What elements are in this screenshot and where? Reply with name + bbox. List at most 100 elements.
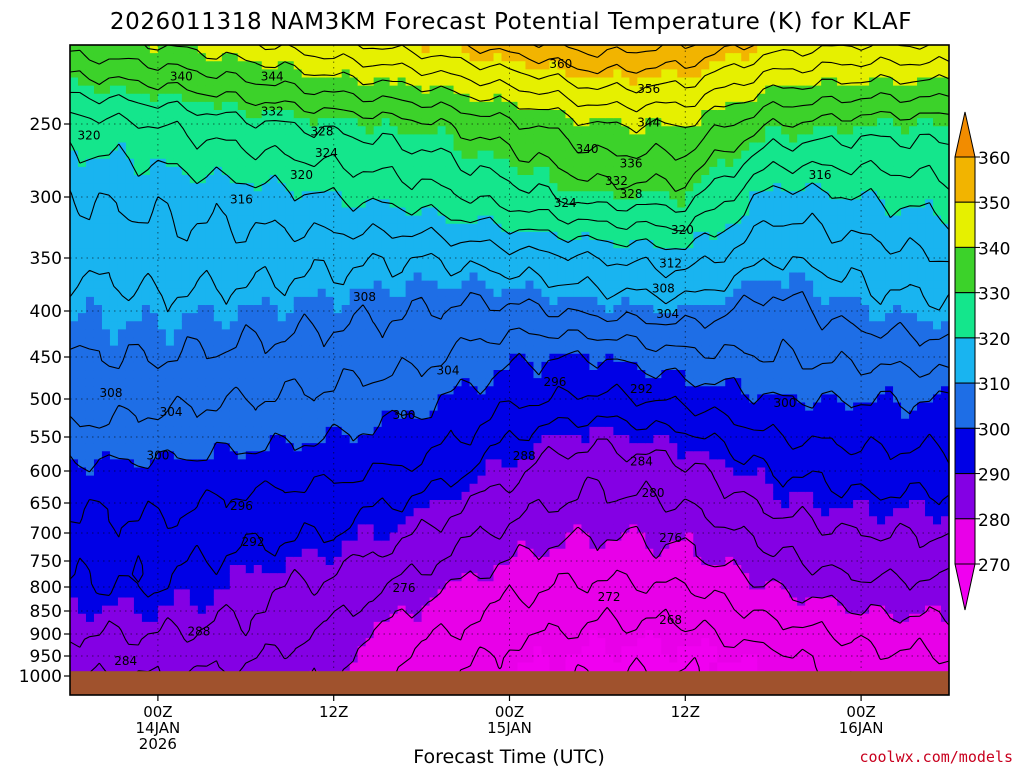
theta-cell — [293, 256, 303, 265]
theta-cell — [149, 573, 159, 582]
theta-cell — [181, 313, 191, 322]
theta-cell — [93, 565, 103, 574]
theta-cell — [253, 166, 263, 176]
theta-cell — [101, 370, 111, 379]
theta-cell — [70, 402, 79, 412]
theta-cell — [437, 589, 447, 599]
theta-cell — [229, 175, 239, 184]
theta-cell — [517, 313, 527, 322]
theta-cell — [333, 215, 343, 225]
theta-cell — [413, 638, 423, 647]
theta-cell — [85, 630, 95, 639]
theta-cell — [437, 45, 447, 54]
theta-cell — [325, 451, 335, 460]
theta-cell — [453, 313, 463, 322]
theta-cell — [493, 532, 503, 542]
theta-cell — [405, 118, 415, 127]
theta-cell — [541, 654, 551, 664]
theta-cell — [501, 426, 511, 436]
theta-cell — [301, 516, 311, 525]
theta-cell — [517, 475, 527, 485]
theta-cell — [421, 597, 431, 607]
theta-cell — [293, 654, 303, 664]
theta-cell — [221, 321, 231, 330]
theta-cell — [125, 142, 135, 152]
theta-cell — [549, 69, 559, 79]
theta-cell — [405, 361, 415, 371]
theta-cell — [365, 435, 375, 444]
theta-cell — [541, 402, 551, 412]
theta-cell — [517, 516, 527, 525]
theta-cell — [397, 451, 407, 460]
theta-cell — [469, 597, 479, 607]
theta-cell — [381, 345, 391, 355]
theta-cell — [133, 638, 143, 647]
theta-cell — [197, 183, 207, 192]
theta-cell — [365, 459, 375, 469]
theta-cell — [437, 345, 447, 355]
theta-cell — [77, 532, 87, 542]
theta-cell — [245, 565, 255, 574]
theta-cell — [149, 256, 159, 265]
theta-cell — [373, 516, 383, 525]
theta-cell — [261, 378, 271, 387]
theta-cell — [437, 565, 447, 574]
theta-cell — [237, 394, 247, 404]
theta-cell — [381, 662, 391, 672]
theta-cell — [309, 134, 319, 144]
theta-cell — [453, 329, 463, 339]
theta-cell — [445, 345, 455, 355]
theta-cell — [349, 207, 359, 217]
theta-cell — [357, 118, 367, 127]
theta-cell — [157, 272, 167, 282]
theta-cell — [477, 337, 487, 347]
theta-cell — [405, 378, 415, 387]
theta-cell — [333, 150, 343, 160]
theta-cell — [429, 508, 439, 517]
theta-cell — [357, 305, 367, 314]
theta-cell — [101, 313, 111, 322]
theta-cell — [85, 45, 95, 54]
theta-cell — [517, 548, 527, 558]
theta-cell — [405, 280, 415, 290]
theta-cell — [549, 305, 559, 314]
theta-cell — [293, 435, 303, 444]
theta-cell — [493, 524, 503, 534]
theta-cell — [445, 93, 455, 103]
theta-cell — [205, 573, 215, 582]
theta-cell — [181, 256, 191, 265]
theta-cell — [149, 443, 159, 452]
theta-cell — [269, 207, 279, 217]
theta-cell — [413, 500, 423, 509]
theta-cell — [205, 556, 215, 566]
theta-cell — [429, 256, 439, 265]
theta-cell — [133, 175, 143, 184]
theta-cell — [517, 85, 527, 95]
theta-cell — [77, 183, 87, 192]
theta-cell — [549, 53, 559, 62]
theta-cell — [189, 61, 199, 70]
theta-cell — [70, 280, 79, 290]
theta-cell — [221, 394, 231, 404]
theta-cell — [421, 158, 431, 168]
theta-cell — [229, 207, 239, 217]
theta-cell — [461, 93, 471, 103]
theta-cell — [229, 166, 239, 176]
theta-cell — [101, 240, 111, 249]
theta-cell — [85, 589, 95, 599]
theta-cell — [117, 475, 127, 485]
theta-cell — [517, 646, 527, 655]
theta-cell — [461, 556, 471, 566]
theta-cell — [293, 69, 303, 79]
theta-cell — [485, 483, 495, 493]
theta-cell — [197, 500, 207, 509]
theta-cell — [213, 605, 223, 615]
theta-cell — [141, 386, 151, 395]
theta-cell — [509, 565, 519, 574]
theta-cell — [149, 662, 159, 672]
theta-cell — [101, 166, 111, 176]
theta-cell — [405, 443, 415, 452]
theta-cell — [325, 150, 335, 160]
theta-cell — [525, 77, 535, 87]
theta-cell — [197, 402, 207, 412]
